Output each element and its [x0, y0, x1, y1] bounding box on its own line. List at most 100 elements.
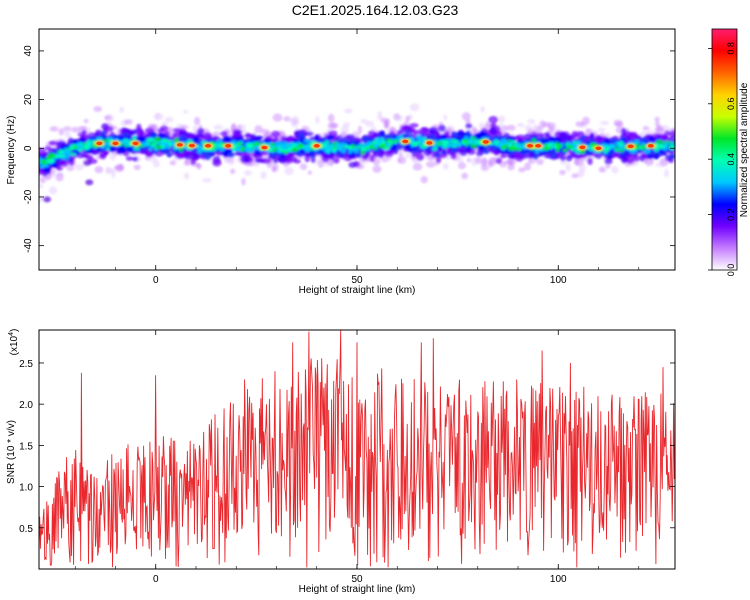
heat-hotspot-core: [261, 145, 268, 150]
heat-cell: [304, 155, 310, 163]
heat-cell: [409, 123, 419, 128]
heat-cell: [148, 146, 153, 151]
heat-cell: [511, 146, 519, 150]
heat-cell: [232, 129, 241, 138]
heat-cell: [357, 125, 363, 135]
colorbar-ticks: 0.0 0.2 0.4 0.6 0.8: [708, 42, 736, 276]
heat-cell: [48, 140, 59, 146]
heat-cell: [437, 124, 447, 133]
heat-cell: [353, 149, 359, 154]
spectrogram-y-axis-label: Frequency (Hz): [6, 116, 17, 185]
heat-cell: [123, 140, 130, 146]
x-tick-label: 100: [550, 275, 567, 286]
heat-cell: [524, 162, 532, 171]
heat-cell: [643, 148, 651, 154]
heat-cell: [58, 127, 65, 136]
heat-cell: [604, 138, 611, 146]
heat-cell: [104, 115, 112, 120]
heat-cell: [254, 149, 261, 156]
heat-cell: [507, 143, 513, 147]
heat-cell: [304, 131, 314, 137]
heat-cell: [167, 143, 173, 147]
heat-cell: [498, 141, 505, 145]
heat-hotspot-core: [96, 141, 103, 146]
heat-cell: [109, 152, 117, 161]
heat-cell: [620, 128, 627, 136]
heat-cell: [119, 106, 125, 113]
heat-cell: [571, 173, 580, 179]
heat-cell: [56, 166, 63, 171]
colorbar: 0.0 0.2 0.4 0.6 0.8 Normalized spectral ampl…: [708, 28, 750, 276]
heat-hotspot-core: [176, 143, 183, 147]
heat-cell: [244, 132, 252, 139]
heat-cell: [475, 151, 484, 157]
x-tick-label: 50: [351, 275, 363, 286]
spectrogram-heat-layer: [39, 103, 675, 203]
heat-cell: [485, 120, 491, 128]
heat-cell: [173, 137, 180, 143]
heat-hotspot-core: [579, 145, 586, 150]
colorbar-swatch: [711, 28, 738, 271]
heat-cell: [592, 142, 597, 146]
heat-cell: [465, 123, 473, 129]
heat-cell: [321, 146, 330, 152]
heat-cell: [644, 157, 654, 166]
heat-cell: [274, 141, 282, 147]
heat-cell: [604, 146, 611, 152]
heat-cell: [280, 136, 287, 141]
heat-cell: [397, 157, 402, 164]
heat-cell: [309, 153, 316, 158]
heat-cell: [372, 140, 379, 144]
heat-cell: [253, 154, 259, 160]
heat-cell: [150, 133, 157, 139]
heat-cell: [270, 130, 281, 138]
heat-cell: [611, 165, 619, 174]
heat-cell: [664, 130, 671, 137]
heat-cell: [283, 116, 291, 122]
y-tick-label: 40: [23, 45, 34, 57]
heat-cell: [562, 148, 569, 153]
heat-cell: [412, 163, 423, 171]
heat-cell: [507, 163, 515, 171]
y-tick-label: -40: [23, 238, 34, 253]
heat-cell: [153, 160, 160, 168]
heat-cell: [322, 143, 327, 148]
heat-cell: [379, 130, 386, 137]
heat-cell: [416, 153, 425, 161]
heat-cell: [77, 143, 85, 147]
heat-cell: [359, 142, 365, 148]
heat-cell: [387, 140, 393, 144]
heat-cell: [241, 177, 246, 186]
heat-cell: [54, 154, 61, 159]
heat-cell: [62, 127, 71, 135]
heat-cell: [222, 135, 230, 141]
heat-cell: [244, 170, 252, 176]
heat-cell: [372, 143, 379, 149]
heat-cell: [235, 147, 241, 152]
heat-cell: [343, 145, 350, 149]
heat-cell: [384, 149, 394, 158]
heat-cell: [663, 141, 669, 147]
heat-cell: [47, 155, 52, 160]
heat-cell: [84, 149, 91, 154]
heat-cell: [563, 134, 572, 141]
heat-cell: [307, 170, 313, 175]
heat-cell: [387, 143, 393, 147]
heat-cell: [604, 163, 611, 169]
heat-cell: [597, 127, 606, 133]
heat-cell: [469, 137, 475, 143]
y-tick-label: 2.0: [19, 400, 33, 411]
heat-cell: [272, 113, 283, 122]
heat-cell: [55, 173, 64, 182]
heat-hotspot-core: [535, 144, 542, 148]
heat-cell: [297, 132, 306, 138]
heat-cell: [579, 135, 586, 142]
y-tick-label: -20: [23, 189, 34, 204]
heat-cell: [140, 132, 147, 137]
heat-cell: [39, 183, 44, 189]
heat-cell: [648, 136, 655, 142]
heat-cell: [105, 146, 110, 151]
heat-cell: [559, 154, 566, 162]
y-tick-label: 2.5: [19, 359, 33, 370]
heat-cell: [145, 151, 153, 158]
